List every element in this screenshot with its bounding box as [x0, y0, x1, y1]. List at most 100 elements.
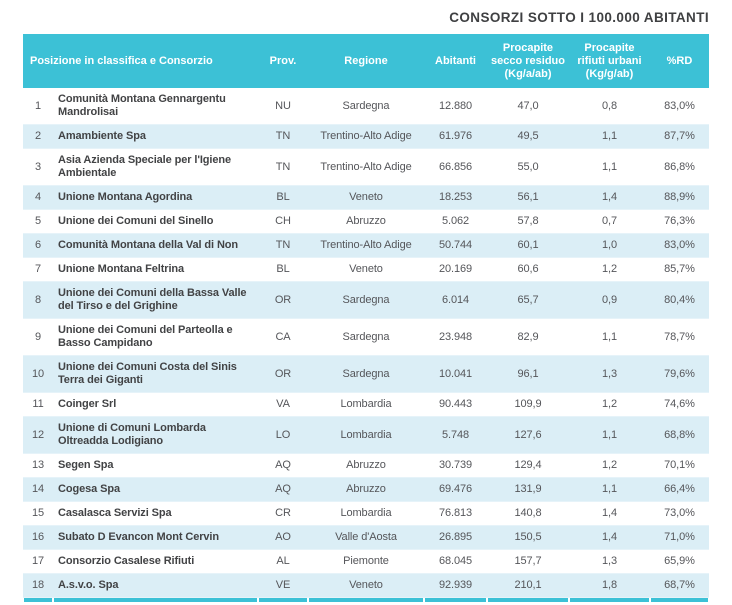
table-row: 6 Comunità Montana della Val di Non TN Tren…: [23, 234, 709, 258]
cell-abitanti: 68.045: [438, 555, 473, 567]
cell-abitanti: 20.169: [438, 263, 473, 275]
table-row: 13 Segen Spa AQ Abruzzo 30.739 129,4 1,2 70,1%: [23, 454, 709, 478]
cell-abitanti: 30.739: [438, 459, 473, 471]
cell-rd: 65,9%: [664, 555, 695, 567]
table-row: 12 Unione di Comuni Lombarda Oltreadda Lo…: [23, 417, 709, 454]
column-header-rd-percent: %RD: [666, 54, 693, 67]
cell-pos: 18: [31, 579, 45, 591]
cell-prov: VA: [276, 398, 290, 410]
cell-regione: Trentino-Alto Adige: [320, 160, 412, 173]
cell-prov: VE: [275, 579, 291, 591]
bottom-border-segment: [651, 598, 708, 602]
cell-secco: 157,7: [514, 555, 542, 567]
cell-abitanti: 18.253: [438, 191, 473, 203]
cell-prov: AQ: [275, 483, 291, 495]
cell-name: Coinger Srl: [58, 398, 117, 410]
cell-prov: CH: [275, 215, 291, 227]
table-row: 4 Unione Montana Agordina BL Veneto 18.253 56…: [23, 186, 709, 210]
cell-pos: 7: [34, 263, 42, 275]
cell-pos: 15: [31, 507, 45, 519]
cell-rifiuti: 1,2: [602, 398, 617, 410]
cell-rd: 70,1%: [664, 459, 695, 471]
cell-secco: 55,0: [517, 160, 539, 173]
cell-regione: Piemonte: [343, 555, 389, 567]
cell-name: Unione dei Comuni della Bassa Valle del …: [58, 287, 247, 312]
cell-rifiuti: 1,3: [602, 367, 617, 380]
cell-name: Unione Montana Agordina: [58, 191, 193, 203]
cell-rd: 71,0%: [664, 531, 695, 543]
cell-name: A.s.v.o. Spa: [58, 579, 119, 591]
cell-secco: 82,9: [517, 330, 539, 343]
cell-pos: 10: [31, 367, 45, 380]
cell-secco: 65,7: [517, 293, 539, 306]
cell-abitanti: 26.895: [438, 531, 473, 543]
cell-prov: TN: [275, 239, 291, 251]
cell-rd: 86,8%: [664, 160, 695, 173]
table-row: 9 Unione dei Comuni del Parteolla e Basso…: [23, 319, 709, 356]
bottom-border-segment: [259, 598, 307, 602]
bottom-border-segment: [309, 598, 423, 602]
cell-name: Unione di Comuni Lombarda Oltreadda Lodi…: [58, 422, 206, 447]
cell-prov: AQ: [275, 459, 291, 471]
cell-pos: 12: [31, 428, 45, 441]
column-header-posizione-consorzio: Posizione in classifica e Consorzio: [30, 54, 213, 67]
cell-name: Asia Azienda Speciale per l'Igiene Ambie…: [58, 154, 232, 179]
table-header: Posizione in classifica e Consorzio Prov…: [23, 34, 709, 88]
cell-secco: 150,5: [514, 531, 542, 543]
cell-rd: 76,3%: [664, 215, 695, 227]
cell-abitanti: 76.813: [438, 507, 473, 519]
cell-name: Comunità Montana Gennargentu Mandrolisai: [58, 93, 226, 118]
bottom-border-segment: [24, 598, 52, 602]
cell-pos: 5: [34, 215, 42, 227]
cell-regione: Lombardia: [340, 428, 392, 441]
table-row: 15 Casalasca Servizi Spa CR Lombardia 76.813…: [23, 502, 709, 526]
cell-regione: Sardegna: [342, 330, 390, 343]
cell-secco: 57,8: [517, 215, 539, 227]
cell-rifiuti: 1,4: [602, 191, 617, 203]
page-title: CONSORZI SOTTO I 100.000 ABITANTI: [449, 10, 709, 25]
cell-secco: 131,9: [514, 483, 542, 495]
table-row: 18 A.s.v.o. Spa VE Veneto 92.939 210,1 1,8 68,7…: [23, 574, 709, 598]
column-header-abitanti: Abitanti: [435, 54, 476, 67]
cell-prov: CR: [275, 507, 291, 519]
cell-name: Consorzio Casalese Rifiuti: [58, 555, 195, 567]
cell-regione: Sardegna: [342, 293, 390, 306]
cell-rifiuti: 1,1: [602, 130, 617, 142]
cell-abitanti: 23.948: [438, 330, 473, 343]
cell-name: Subato D Evancon Mont Cervin: [58, 531, 219, 543]
table-row: 11 Coinger Srl VA Lombardia 90.443 109,9 1,2 74…: [23, 393, 709, 417]
cell-pos: 14: [31, 483, 45, 495]
table-row: 14 Cogesa Spa AQ Abruzzo 69.476 131,9 1,1 66,4%: [23, 478, 709, 502]
cell-pos: 13: [31, 459, 45, 471]
cell-rd: 68,7%: [664, 579, 695, 591]
column-header-prov: Prov.: [269, 54, 297, 67]
cell-pos: 11: [32, 398, 44, 410]
cell-secco: 96,1: [517, 367, 539, 380]
cell-prov: BL: [276, 263, 290, 275]
table-row: 8 Unione dei Comuni della Bassa Valle del…: [23, 282, 709, 319]
cell-pos: 3: [34, 160, 42, 173]
cell-regione: Veneto: [349, 579, 383, 591]
cell-rifiuti: 1,2: [602, 263, 617, 275]
table-row: 16 Subato D Evancon Mont Cervin AO Valle d'…: [23, 526, 709, 550]
cell-rifiuti: 0,7: [602, 215, 617, 227]
cell-prov: LO: [275, 428, 291, 441]
cell-secco: 210,1: [514, 579, 542, 591]
cell-secco: 127,6: [514, 428, 542, 441]
cell-rd: 79,6%: [664, 367, 695, 380]
cell-rifiuti: 1,4: [602, 531, 617, 543]
cell-secco: 140,8: [514, 507, 542, 519]
table-row: 17 Consorzio Casalese Rifiuti AL Piemonte 68…: [23, 550, 709, 574]
table-row: 5 Unione dei Comuni del Sinello CH Abruzzo 5…: [23, 210, 709, 234]
cell-secco: 49,5: [517, 130, 539, 142]
cell-abitanti: 92.939: [438, 579, 473, 591]
cell-abitanti: 12.880: [438, 99, 473, 112]
cell-prov: BL: [276, 191, 290, 203]
cell-rd: 74,6%: [664, 398, 695, 410]
cell-prov: AO: [275, 531, 291, 543]
cell-name: Unione Montana Feltrina: [58, 263, 185, 275]
bottom-border-segment: [488, 598, 568, 602]
cell-abitanti: 69.476: [438, 483, 473, 495]
bottom-border-segment: [425, 598, 486, 602]
